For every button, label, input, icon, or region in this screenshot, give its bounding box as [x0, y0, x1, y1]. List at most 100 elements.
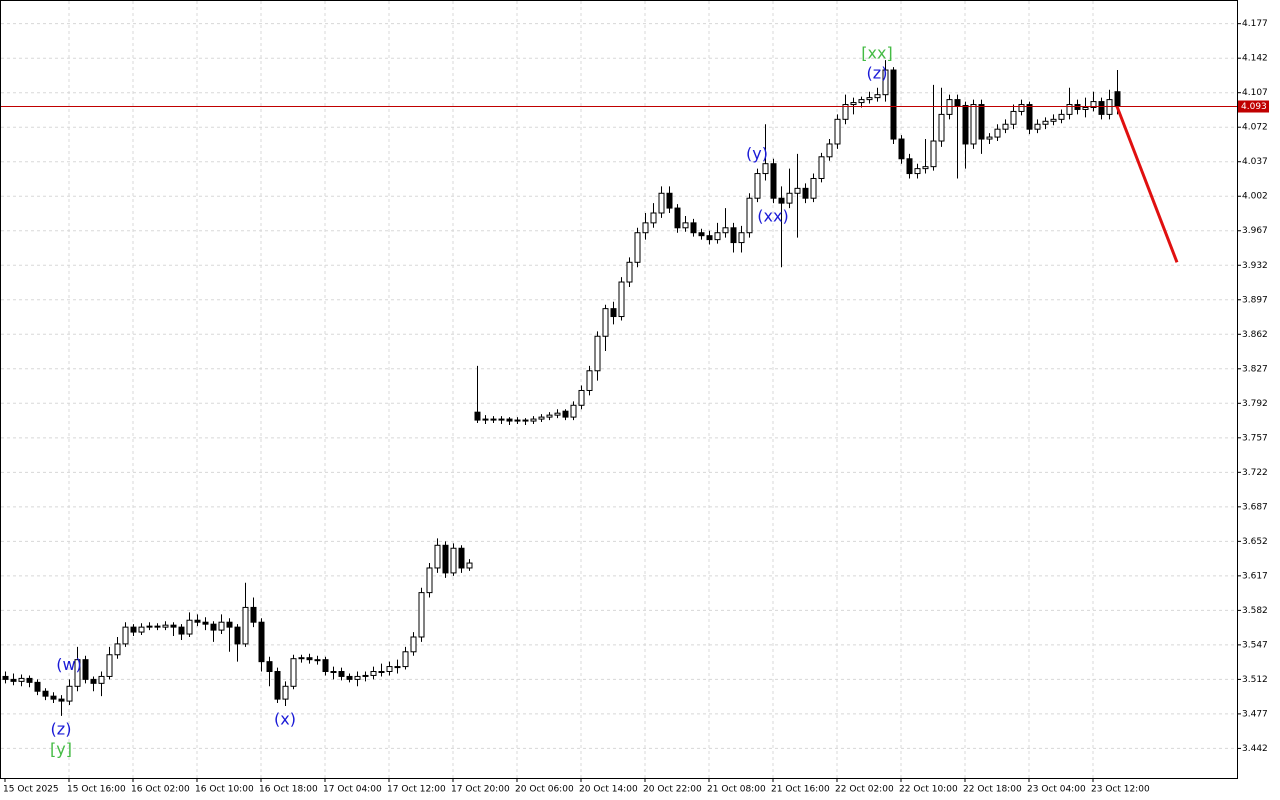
candle-body [306, 657, 313, 661]
candle-body [314, 659, 321, 662]
candle-body [434, 544, 441, 569]
candle-body [1018, 104, 1025, 112]
candle-body [978, 104, 985, 140]
price-label-box [1238, 100, 1269, 113]
candle-body [338, 671, 345, 677]
candle-body [458, 547, 465, 569]
y-tick-label: 3.897 [1242, 295, 1268, 305]
x-tick-label: 23 Oct 04:00 [1027, 785, 1086, 795]
y-tick-label: 3.967 [1242, 226, 1268, 236]
candle-body [154, 625, 161, 628]
candle-body [650, 212, 657, 224]
candle-body [802, 187, 809, 199]
x-tick-label: 20 Oct 14:00 [579, 785, 638, 795]
candle-body [994, 128, 1001, 138]
x-tick-label: 17 Oct 20:00 [451, 785, 510, 795]
y-tick-label: 4.002 [1242, 192, 1268, 202]
candle-body [218, 621, 225, 631]
candle-body [1066, 104, 1073, 115]
candle-body [882, 69, 889, 96]
plot-frame [0, 0, 1238, 779]
candle-body [970, 104, 977, 145]
x-tick-label: 16 Oct 18:00 [259, 785, 318, 795]
wave-label: (z) [51, 719, 72, 738]
wave-label: [y] [50, 739, 72, 758]
candle-body [2, 675, 9, 680]
candle-body [178, 626, 185, 635]
x-tick-label: 15 Oct 2025 [3, 785, 59, 795]
candle-body [322, 659, 329, 673]
candle-body [138, 626, 145, 633]
candle-body [754, 173, 761, 199]
x-tick-label: 16 Oct 02:00 [131, 785, 190, 795]
candle-body [722, 227, 729, 234]
candle-body [386, 666, 393, 673]
candle-body [570, 404, 577, 418]
candle-body [74, 659, 81, 687]
y-tick-label: 3.582 [1242, 606, 1268, 616]
candle-body [690, 222, 697, 234]
candle-body [714, 232, 721, 241]
candle-body [746, 197, 753, 234]
candle-body [642, 222, 649, 234]
y-tick-label: 4.177 [1242, 19, 1268, 29]
price-label: 4.093 [1241, 102, 1267, 112]
candle-body [922, 166, 929, 170]
candle-body [290, 658, 297, 687]
candle-body [42, 690, 49, 697]
candle-body [362, 674, 369, 677]
candle-body [90, 678, 97, 684]
candle-body [962, 105, 969, 145]
forecast-line [1115, 105, 1179, 263]
candle-body [586, 370, 593, 391]
candle-body [986, 136, 993, 140]
candle-body [378, 671, 385, 674]
candle-body [394, 666, 401, 669]
candle-body [298, 657, 305, 660]
candle-body [1042, 120, 1049, 125]
candle-body [426, 567, 433, 594]
y-tick-label: 3.827 [1242, 364, 1268, 374]
candle-body [930, 140, 937, 168]
candle-body [34, 681, 41, 692]
candle-body [106, 654, 113, 677]
candle-body [450, 547, 457, 574]
y-tick-label: 4.072 [1242, 123, 1268, 133]
y-tick-label: 3.757 [1242, 433, 1268, 443]
candle-body [906, 158, 913, 175]
candle-body [242, 606, 249, 645]
candle-body [1098, 101, 1105, 115]
candle-body [866, 97, 873, 101]
candle-body [626, 261, 633, 283]
candle-body [554, 412, 561, 416]
candle-body [594, 335, 601, 372]
candle-body [514, 419, 521, 422]
y-tick-label: 3.932 [1242, 261, 1268, 271]
y-tick-label: 3.792 [1242, 399, 1268, 409]
y-tick-label: 3.722 [1242, 468, 1268, 478]
candle-body [706, 235, 713, 241]
candle-body [858, 99, 865, 104]
candle-body [226, 621, 233, 628]
candle-body [826, 143, 833, 158]
candle-body [682, 222, 689, 229]
candle-body [834, 118, 841, 145]
x-tick-label: 15 Oct 16:00 [67, 785, 126, 795]
candle-body [738, 232, 745, 244]
candle-body [146, 625, 153, 628]
candle-body [82, 659, 89, 680]
candle-body [538, 416, 545, 420]
candle-body [730, 227, 737, 244]
candle-body [602, 308, 609, 337]
wave-label: [xx] [861, 43, 892, 62]
candle-body [490, 418, 497, 421]
x-tick-label: 22 Oct 10:00 [899, 785, 958, 795]
candle-body [402, 651, 409, 668]
candle-body [474, 411, 481, 421]
y-tick-label: 3.512 [1242, 675, 1268, 685]
candle-body [482, 418, 489, 421]
candle-body [354, 675, 361, 680]
candle-body [1002, 123, 1009, 130]
candle-body [634, 232, 641, 263]
